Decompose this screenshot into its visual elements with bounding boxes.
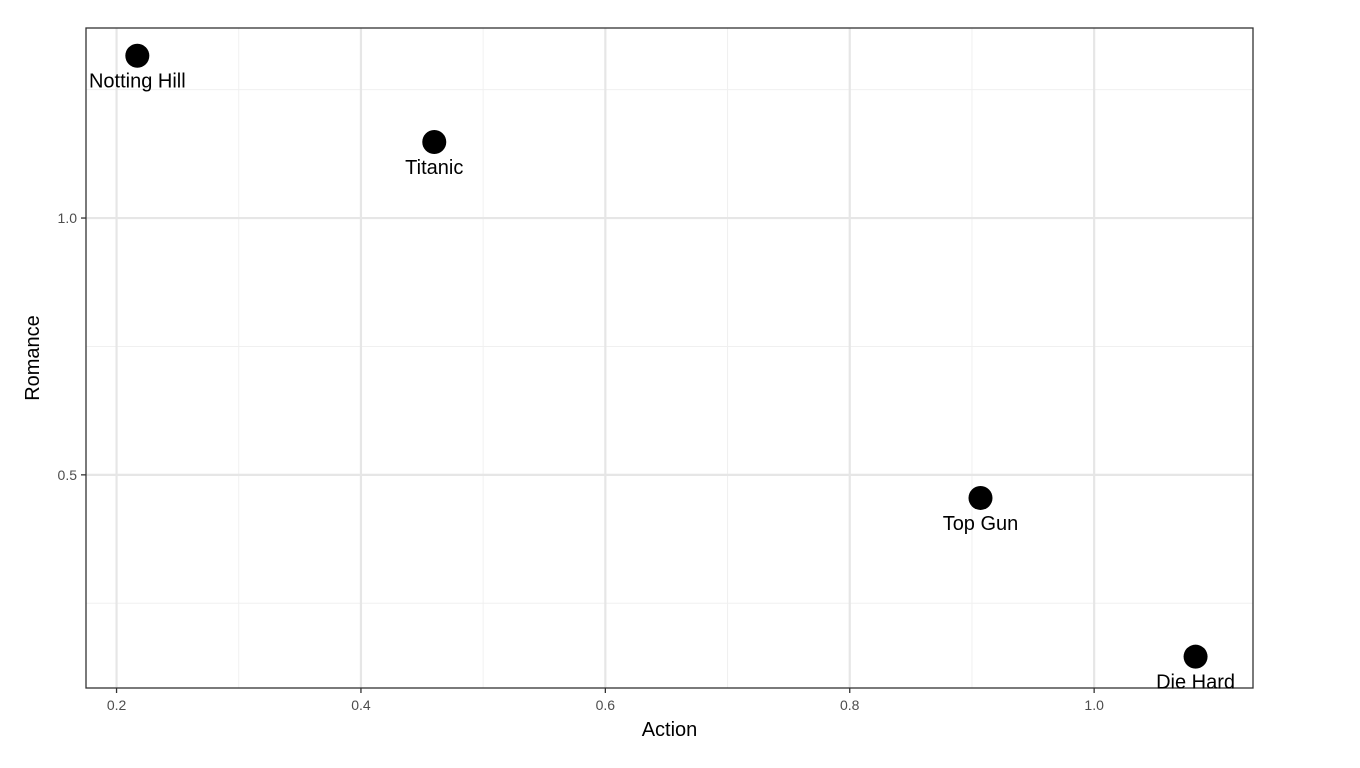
x-tick-label: 0.2	[107, 697, 127, 713]
data-point-label: Top Gun	[943, 513, 1019, 535]
data-point	[1183, 644, 1208, 669]
data-point	[968, 485, 993, 510]
x-tick-label: 1.0	[1084, 697, 1104, 713]
data-point	[125, 43, 150, 68]
data-point-label: Die Hard	[1156, 672, 1235, 694]
minor-gridlines	[86, 28, 1253, 688]
y-tick-label: 1.0	[58, 210, 78, 226]
data-point	[422, 130, 447, 155]
data-point-labels: Notting Hill Titanic Top Gun Die Hard	[89, 71, 1235, 694]
x-tick-label: 0.6	[596, 697, 616, 713]
data-points	[125, 43, 1208, 669]
plot-panel-border	[85, 27, 1254, 689]
data-point-label: Titanic	[405, 157, 463, 179]
x-tick-label: 0.4	[351, 697, 371, 713]
axis-tick-labels: 0.2 0.4 0.6 0.8 1.0 0.5 1.0	[58, 210, 1105, 713]
x-tick-label: 0.8	[840, 697, 860, 713]
y-axis-title: Romance	[22, 315, 44, 401]
y-tick-label: 0.5	[58, 467, 78, 483]
data-point-label: Notting Hill	[89, 71, 186, 93]
x-axis-title: Action	[642, 719, 698, 741]
major-gridlines	[86, 28, 1253, 688]
axis-ticks	[81, 217, 1095, 693]
